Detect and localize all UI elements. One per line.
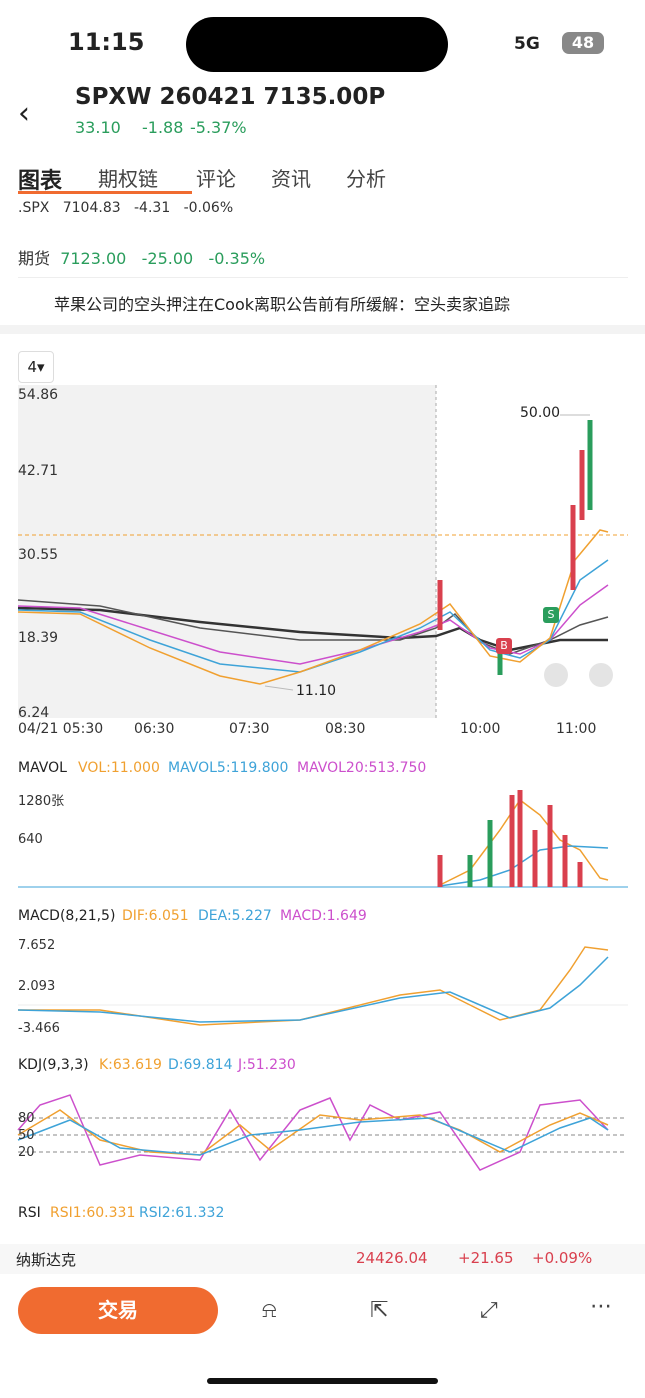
y-tick-label: 42.71 [18,463,59,479]
dif [18,946,609,1026]
y-tick-label: -3.466 [18,1021,60,1036]
indicator: VOL:11.000 [78,760,160,776]
change: -1.88 [142,118,184,137]
y-tick-label: 80 [18,1111,35,1126]
futures-pct: -0.35% [208,249,266,268]
separator [0,325,645,334]
low-label: 11.10 [296,683,337,699]
tab[interactable]: 评论 [196,167,236,191]
price: 33.10 [75,118,121,137]
news[interactable]: 苹果公司的空头押注在Cook离职公告前有所缓解：空头卖家追踪 [54,295,511,314]
indicator: K:63.619 [99,1057,162,1073]
y-tick-label: 20 [18,1145,35,1160]
indicator: J:51.230 [238,1057,296,1073]
y-tick-label: 1280张 [18,794,65,809]
futures-price: 7123.00 [60,249,127,268]
indicator: DEA:5.227 [198,908,272,924]
title: SPXW 260421 7135.00P [75,84,386,110]
tab[interactable]: 资讯 [271,167,311,191]
fullscreen-icon[interactable]: ⤢ [480,1298,498,1323]
vol-ma [439,798,609,886]
ma-line [17,529,609,685]
spx-pct: -0.06% [183,200,234,216]
ticker-bar [0,1244,645,1274]
indicator: DIF:6.051 [122,908,189,924]
period: 4 [27,358,37,376]
indicator: RSI1:60.331 [50,1205,136,1221]
battery: 48 [562,32,604,54]
buy-marker: B [496,638,512,654]
panel-title: MACD(8,21,5) [18,908,116,924]
tab-underline [18,191,192,194]
ticker-pct: +0.09% [532,1249,593,1267]
spx-row: .SPX 7104.83 -4.31 -0.06% [18,200,233,216]
home-indicator [207,1378,438,1384]
x-tick-label: 04/21 05:30 [18,721,104,737]
futures-row: 期货 7123.00 -25.00 -0.35% [18,245,265,269]
ticker-price: 24426.04 [356,1249,428,1267]
tab[interactable]: 分析 [346,167,386,191]
vol-ma [439,845,609,887]
futures-name: 期货 [18,249,51,268]
panel-title: MAVOL [18,760,67,776]
alert-icon[interactable]: ⍾ [262,1298,277,1323]
tab[interactable]: 期权链 [98,167,158,191]
y-tick-label: 6.24 [18,705,50,721]
indicator: D:69.814 [168,1057,233,1073]
kdj-j [17,1094,609,1171]
share-icon[interactable]: ⇱ [370,1298,389,1323]
ticker-name: 纳斯达克 [16,1251,77,1269]
premarket-shade [18,385,436,718]
trade-button[interactable]: 交易 [18,1287,218,1334]
panel-title: RSI [18,1205,41,1221]
back[interactable]: ‹ [18,96,30,131]
indicator: RSI2:61.332 [139,1205,225,1221]
kdj-k [17,1109,609,1156]
x-tick-label: 07:30 [229,721,270,737]
ticker-change: +21.65 [458,1249,514,1267]
spx-price: 7104.83 [62,200,121,216]
sell-marker: S [543,607,559,623]
indicator: MAVOL20:513.750 [297,760,427,776]
spx-change: -4.31 [134,200,171,216]
y-tick-label: 7.652 [18,938,56,953]
x-tick-label: 06:30 [134,721,175,737]
x-tick-label: 08:30 [325,721,366,737]
more-icon[interactable]: ⋯ [590,1294,612,1319]
x-tick-label: 11:00 [556,721,597,737]
indicator: MACD:1.649 [280,908,367,924]
tab[interactable]: 图表 [18,169,63,194]
dea [17,956,609,1023]
divider [18,277,628,278]
pct: -5.37% [190,118,247,137]
x-tick-label: 10:00 [460,721,501,737]
indicator: MAVOL5:119.800 [168,760,289,776]
panel-title: KDJ(9,3,3) [18,1057,89,1073]
period-select[interactable]: 4▾ [18,351,54,383]
y-tick-label: 640 [18,832,43,847]
y-tick-label: 54.86 [18,387,59,403]
kdj-d [17,1117,609,1156]
network: 5G [514,34,540,54]
y-tick-label: 50 [18,1128,35,1143]
ma-line [17,559,609,673]
y-tick-label: 2.093 [18,979,56,994]
spx-name: .SPX [18,200,50,216]
time: 11:15 [68,28,145,56]
y-tick-label: 30.55 [18,547,59,563]
y-tick-label: 18.39 [18,630,59,646]
low-pointer [264,685,294,691]
futures-change: -25.00 [141,249,194,268]
high-label: 50.00 [520,405,561,421]
dynamic-island [186,17,448,72]
